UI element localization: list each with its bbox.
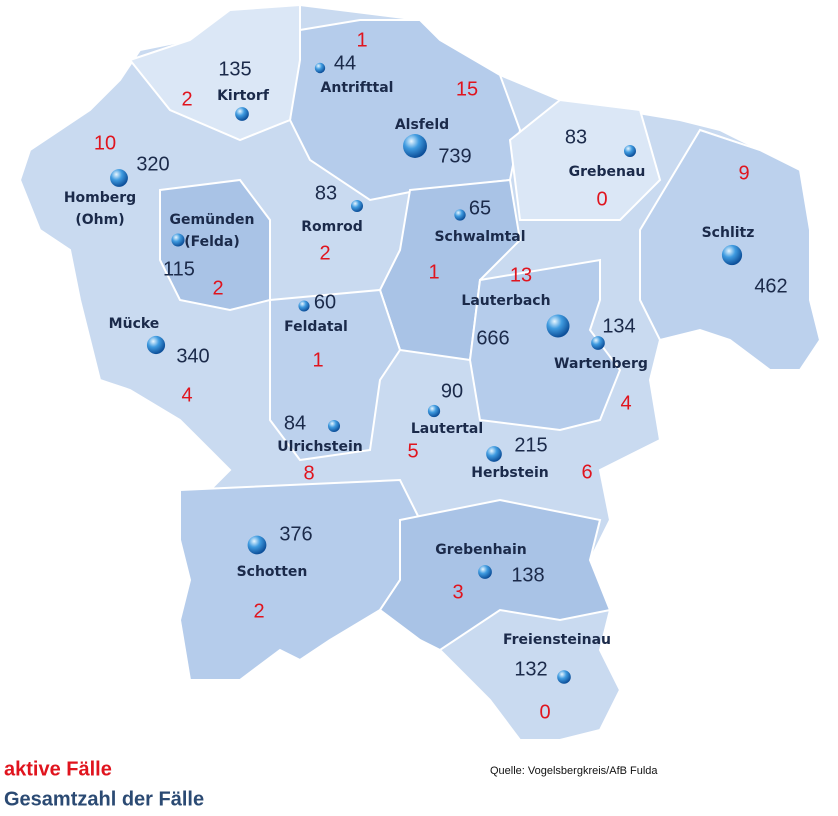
municipality-name: Kirtorf <box>217 88 270 104</box>
case-bubble <box>478 565 492 579</box>
total-cases: 83 <box>565 126 587 148</box>
total-cases: 83 <box>315 182 337 204</box>
total-cases: 320 <box>136 153 169 175</box>
case-bubble <box>454 209 466 221</box>
municipality-name: Alsfeld <box>395 117 449 133</box>
total-cases: 376 <box>279 523 312 545</box>
legend-active: aktive Fälle <box>4 758 112 780</box>
case-bubble <box>146 335 166 355</box>
municipality-name: Romrod <box>301 219 363 235</box>
total-cases: 134 <box>602 315 635 337</box>
active-cases: 15 <box>456 78 478 100</box>
active-cases: 2 <box>181 88 192 110</box>
case-bubble <box>171 233 185 247</box>
municipality-name: Feldatal <box>284 319 348 335</box>
total-cases: 132 <box>514 658 547 680</box>
case-bubble <box>298 300 310 312</box>
total-cases: 65 <box>469 197 491 219</box>
municipality-name: (Ohm) <box>75 212 124 228</box>
municipality-name: Grebenhain <box>435 542 527 558</box>
municipality-name: Homberg <box>64 190 136 206</box>
active-cases: 2 <box>319 242 330 264</box>
case-bubble <box>327 419 341 433</box>
active-cases: 3 <box>452 581 463 603</box>
municipality-name: Herbstein <box>471 465 548 481</box>
active-cases: 8 <box>303 462 314 484</box>
active-cases: 2 <box>253 600 264 622</box>
municipality-name: Ulrichstein <box>277 439 362 455</box>
active-cases: 1 <box>356 29 367 51</box>
total-cases: 739 <box>438 145 471 167</box>
municipality-name: Lauterbach <box>461 293 550 309</box>
labels: Antrifttal441Kirtorf1352Alsfeld73915Greb… <box>64 29 788 723</box>
active-cases: 2 <box>212 277 223 299</box>
total-cases: 135 <box>218 58 251 80</box>
total-cases: 90 <box>441 380 463 402</box>
case-bubble <box>403 134 427 158</box>
case-bubble <box>314 62 326 74</box>
municipality-name: Freiensteinau <box>503 632 611 648</box>
case-bubble <box>110 169 128 187</box>
case-bubble <box>350 199 364 213</box>
active-cases: 13 <box>510 264 532 286</box>
total-cases: 138 <box>511 564 544 586</box>
total-cases: 84 <box>284 412 306 434</box>
municipality-name: Antrifttal <box>321 80 394 96</box>
total-cases: 462 <box>754 275 787 297</box>
active-cases: 0 <box>596 188 607 210</box>
active-cases: 5 <box>407 440 418 462</box>
municipality-name: Schwalmtal <box>434 229 525 245</box>
case-bubble <box>721 244 743 266</box>
municipality-name: Mücke <box>109 316 160 332</box>
case-bubble <box>427 404 441 418</box>
total-cases: 60 <box>314 291 336 313</box>
total-cases: 215 <box>514 434 547 456</box>
active-cases: 4 <box>620 392 631 414</box>
active-cases: 1 <box>312 349 323 371</box>
legend-total: Gesamtzahl der Fälle <box>4 788 204 810</box>
active-cases: 1 <box>428 261 439 283</box>
municipality-name: Grebenau <box>569 164 646 180</box>
total-cases: 666 <box>476 327 509 349</box>
case-bubble <box>247 535 267 555</box>
municipality-name: Gemünden <box>170 212 255 228</box>
municipality-name: Schlitz <box>702 225 755 241</box>
case-bubble <box>591 336 605 350</box>
case-bubble <box>486 446 502 462</box>
total-cases: 340 <box>176 345 209 367</box>
municipality-name: Lautertal <box>411 421 483 437</box>
active-cases: 9 <box>738 162 749 184</box>
source: Quelle: Vogelsbergkreis/AfB Fulda <box>490 765 658 777</box>
municipality-name: Schotten <box>237 564 308 580</box>
total-cases: 44 <box>334 52 356 74</box>
active-cases: 10 <box>94 132 116 154</box>
municipality-name: (Felda) <box>184 234 240 250</box>
municipality-name: Wartenberg <box>554 356 648 372</box>
case-bubble <box>546 314 570 338</box>
active-cases: 0 <box>539 701 550 723</box>
case-bubble <box>623 144 637 158</box>
total-cases: 115 <box>163 258 195 280</box>
district-shape <box>18 3 822 741</box>
active-cases: 4 <box>181 384 192 406</box>
case-bubble <box>235 107 249 121</box>
case-bubble <box>557 670 571 684</box>
active-cases: 6 <box>581 461 592 483</box>
